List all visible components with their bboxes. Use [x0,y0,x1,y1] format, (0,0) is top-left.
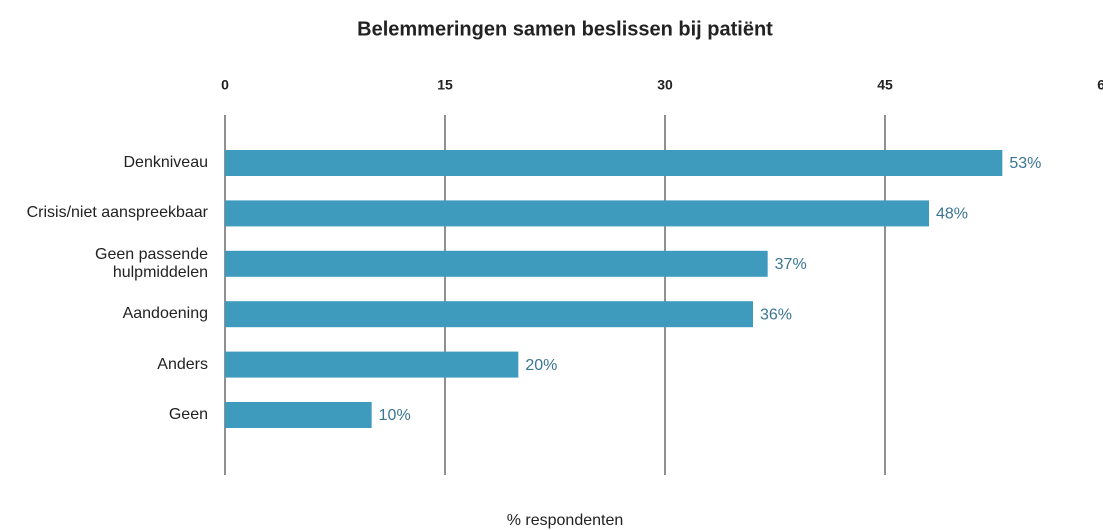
value-label: 37% [775,256,807,273]
x-tick-label: 30 [657,77,673,93]
x-tick-label: 60 [1097,77,1103,93]
bar [225,402,372,428]
y-tick-label: Anders [157,355,208,373]
bar [225,200,929,227]
value-label: 10% [379,407,411,424]
y-tick-label: Aandoening [122,305,208,323]
bar [225,351,519,378]
bar [225,150,1003,176]
category-labels: Denkniveau Crisis/niet aanspreekbaar Geen … [0,0,208,530]
value-label: 36% [760,306,792,323]
chart-title: Belemmeringen samen beslissen bij patiën… [357,18,773,40]
x-axis-label: % respondenten [507,512,624,529]
value-label: 48% [936,206,968,223]
value-label: 53% [1009,155,1041,172]
x-tick-label: 15 [437,77,453,93]
value-label: 20% [525,357,557,374]
y-tick-label: Geen [168,406,208,423]
x-tick-label: 0 [221,77,229,93]
y-tick-label: Geen passende hulpmiddelen [95,245,208,281]
y-tick-label: Crisis/niet aanspreekbaar [26,204,208,222]
bar [225,301,753,328]
bar [225,250,768,277]
x-tick-label: 45 [877,77,893,93]
y-tick-label: Denkniveau [123,154,209,171]
